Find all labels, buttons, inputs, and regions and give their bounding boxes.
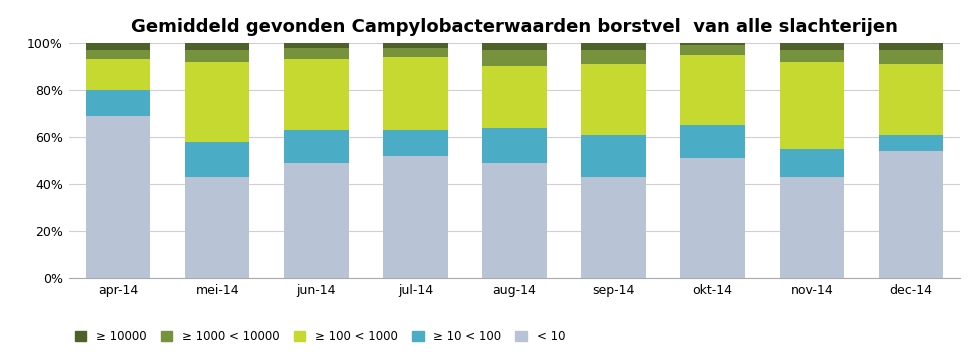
Bar [86,116,150,278]
Bar [879,64,943,135]
Bar [779,43,844,50]
Bar [284,163,349,278]
Bar [879,43,943,50]
Bar [680,158,745,278]
Bar [383,47,448,57]
Bar [383,57,448,130]
Bar [185,43,250,50]
Legend: ≥ 10000, ≥ 1000 < 10000, ≥ 100 < 1000, ≥ 10 < 100, < 10: ≥ 10000, ≥ 1000 < 10000, ≥ 100 < 1000, ≥… [74,330,565,343]
Bar [284,59,349,130]
Bar [779,62,844,149]
Bar [482,128,547,163]
Bar [185,62,250,142]
Bar [284,47,349,59]
Bar [185,142,250,177]
Bar [185,50,250,62]
Bar [482,50,547,66]
Bar [581,43,646,50]
Bar [86,50,150,59]
Bar [581,177,646,278]
Bar [284,130,349,163]
Bar [879,50,943,64]
Bar [581,135,646,177]
Bar [680,55,745,125]
Bar [383,130,448,156]
Bar [680,125,745,158]
Bar [185,177,250,278]
Bar [482,43,547,50]
Bar [879,151,943,278]
Title: Gemiddeld gevonden Campylobacterwaarden borstvel  van alle slachterijen: Gemiddeld gevonden Campylobacterwaarden … [131,18,898,36]
Bar [482,66,547,128]
Bar [879,135,943,151]
Bar [86,59,150,90]
Bar [86,43,150,50]
Bar [779,177,844,278]
Bar [581,64,646,135]
Bar [383,43,448,47]
Bar [86,90,150,116]
Bar [482,163,547,278]
Bar [680,43,745,45]
Bar [680,45,745,55]
Bar [779,149,844,177]
Bar [383,156,448,278]
Bar [284,43,349,47]
Bar [779,50,844,62]
Bar [581,50,646,64]
